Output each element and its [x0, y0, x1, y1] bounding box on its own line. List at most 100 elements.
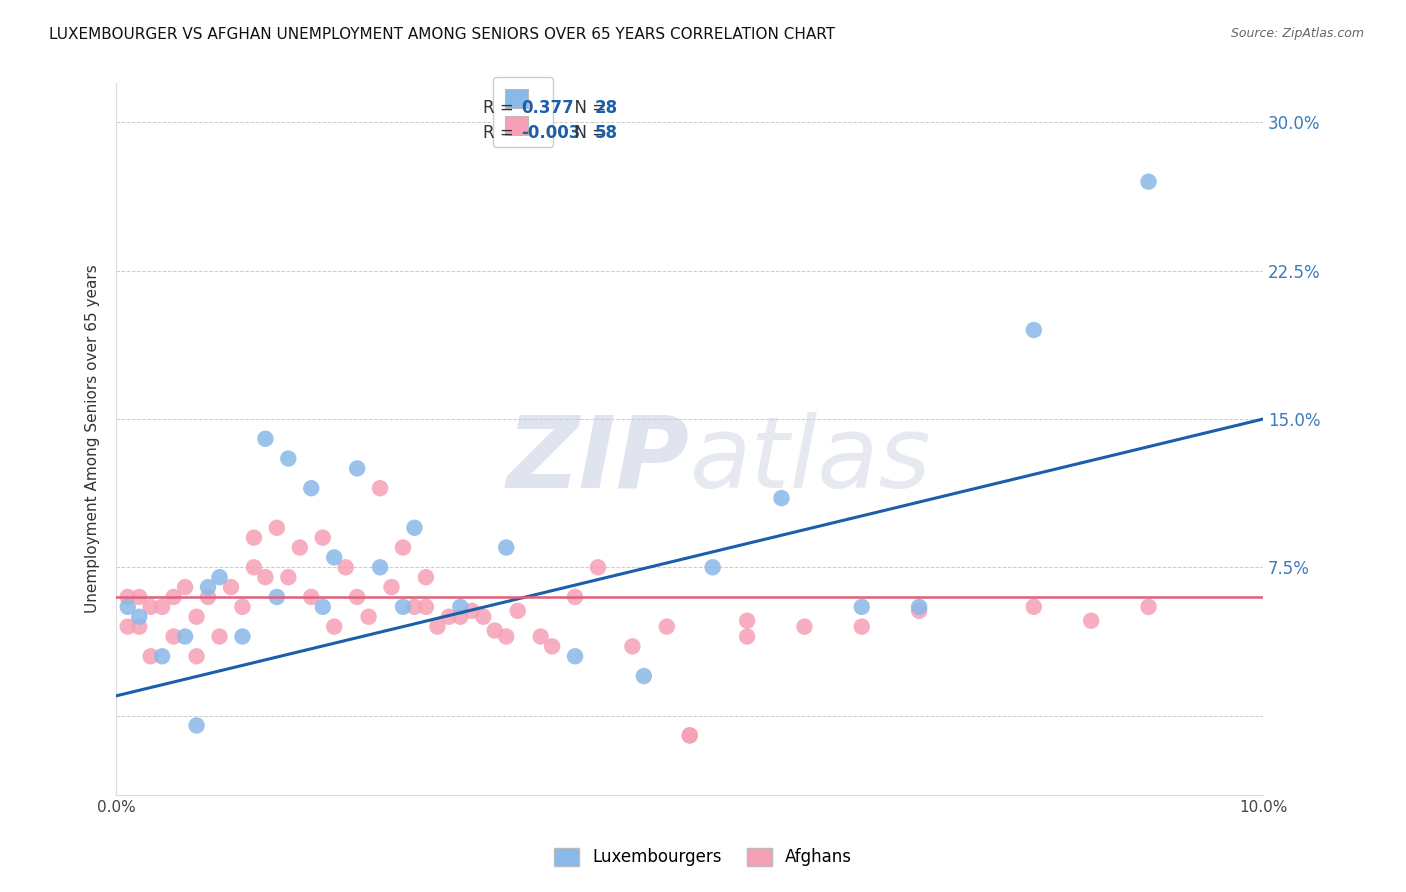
Point	[495, 630, 517, 644]
Point	[128, 609, 150, 624]
Point	[357, 609, 380, 624]
Point	[174, 580, 197, 594]
Point	[530, 630, 553, 644]
Point	[299, 590, 322, 604]
Point	[346, 461, 368, 475]
Point	[128, 590, 150, 604]
Point	[449, 609, 471, 624]
Point	[150, 649, 173, 664]
Point	[128, 619, 150, 633]
Point	[277, 451, 299, 466]
Point	[908, 599, 931, 614]
Y-axis label: Unemployment Among Seniors over 65 years: Unemployment Among Seniors over 65 years	[86, 264, 100, 613]
Point	[437, 609, 460, 624]
Point	[368, 560, 391, 574]
Point	[392, 541, 415, 555]
Point	[312, 531, 335, 545]
Point	[908, 604, 931, 618]
Point	[415, 570, 437, 584]
Point	[380, 580, 402, 594]
Point	[449, 599, 471, 614]
Text: ZIP: ZIP	[506, 411, 690, 508]
Point	[586, 560, 609, 574]
Point	[1137, 599, 1160, 614]
Point	[117, 619, 139, 633]
Point	[254, 570, 277, 584]
Point	[288, 541, 311, 555]
Point	[117, 590, 139, 604]
Point	[472, 609, 495, 624]
Point	[266, 590, 288, 604]
Point	[323, 619, 346, 633]
Text: Source: ZipAtlas.com: Source: ZipAtlas.com	[1230, 27, 1364, 40]
Point	[679, 728, 702, 742]
Point	[139, 649, 162, 664]
Point	[150, 599, 173, 614]
Point	[484, 624, 506, 638]
Point	[415, 599, 437, 614]
Point	[277, 570, 299, 584]
Point	[368, 481, 391, 495]
Point	[392, 599, 415, 614]
Point	[541, 640, 564, 654]
Point	[231, 599, 253, 614]
Point	[404, 599, 426, 614]
Text: LUXEMBOURGER VS AFGHAN UNEMPLOYMENT AMONG SENIORS OVER 65 YEARS CORRELATION CHAR: LUXEMBOURGER VS AFGHAN UNEMPLOYMENT AMON…	[49, 27, 835, 42]
Text: N =: N =	[564, 124, 612, 142]
Point	[633, 669, 655, 683]
Point	[208, 630, 231, 644]
Point	[346, 590, 368, 604]
Text: atlas: atlas	[690, 411, 931, 508]
Legend: Luxembourgers, Afghans: Luxembourgers, Afghans	[546, 839, 860, 875]
Text: 58: 58	[595, 124, 617, 142]
Point	[655, 619, 678, 633]
Point	[197, 590, 219, 604]
Point	[564, 590, 586, 604]
Point	[186, 649, 208, 664]
Point	[679, 728, 702, 742]
Point	[851, 619, 873, 633]
Text: 28: 28	[595, 99, 617, 117]
Point	[793, 619, 815, 633]
Point	[621, 640, 644, 654]
Point	[186, 718, 208, 732]
Point	[1022, 323, 1045, 337]
Point	[323, 550, 346, 565]
Point	[266, 521, 288, 535]
Point	[243, 560, 266, 574]
Point	[1137, 175, 1160, 189]
Point	[426, 619, 449, 633]
Point	[1080, 614, 1102, 628]
Point	[208, 570, 231, 584]
Point	[335, 560, 357, 574]
Point	[197, 580, 219, 594]
Point	[851, 599, 873, 614]
Point	[219, 580, 242, 594]
Point	[506, 604, 529, 618]
Point	[461, 604, 484, 618]
Legend: , : ,	[494, 77, 554, 147]
Point	[254, 432, 277, 446]
Point	[312, 599, 335, 614]
Point	[495, 541, 517, 555]
Point	[702, 560, 724, 574]
Point	[139, 599, 162, 614]
Point	[186, 609, 208, 624]
Text: 0.377: 0.377	[522, 99, 574, 117]
Point	[770, 491, 793, 505]
Text: -0.003: -0.003	[522, 124, 581, 142]
Point	[243, 531, 266, 545]
Point	[162, 630, 184, 644]
Point	[735, 614, 758, 628]
Point	[564, 649, 586, 664]
Point	[299, 481, 322, 495]
Text: R =: R =	[484, 99, 519, 117]
Text: R =: R =	[484, 124, 519, 142]
Point	[231, 630, 253, 644]
Point	[117, 599, 139, 614]
Text: N =: N =	[564, 99, 612, 117]
Point	[162, 590, 184, 604]
Point	[174, 630, 197, 644]
Point	[1022, 599, 1045, 614]
Point	[404, 521, 426, 535]
